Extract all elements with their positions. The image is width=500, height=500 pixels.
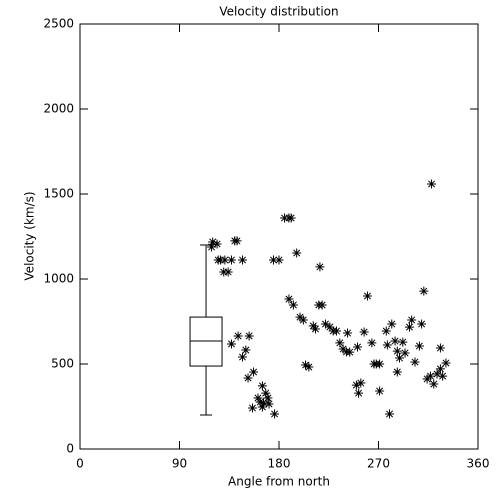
point bbox=[207, 242, 217, 252]
point bbox=[375, 359, 385, 369]
chart-title: Velocity distribution bbox=[219, 5, 338, 19]
point bbox=[345, 347, 355, 357]
y-tick-label: 2000 bbox=[43, 102, 74, 116]
point bbox=[414, 341, 424, 351]
point bbox=[263, 393, 273, 403]
point bbox=[390, 336, 400, 346]
point bbox=[255, 397, 265, 407]
point bbox=[392, 367, 402, 377]
point bbox=[212, 239, 222, 249]
point bbox=[395, 353, 405, 363]
point bbox=[419, 286, 429, 296]
point bbox=[298, 315, 308, 325]
point bbox=[382, 340, 392, 350]
point bbox=[270, 409, 280, 419]
point bbox=[220, 255, 230, 265]
point bbox=[292, 248, 302, 258]
point bbox=[427, 179, 437, 189]
point bbox=[238, 352, 248, 362]
point bbox=[325, 322, 335, 332]
point bbox=[392, 346, 402, 356]
point bbox=[359, 327, 369, 337]
point bbox=[241, 345, 251, 355]
point bbox=[286, 213, 296, 223]
point bbox=[253, 393, 263, 403]
point bbox=[375, 386, 385, 396]
point bbox=[238, 255, 248, 265]
y-tick-label: 1000 bbox=[43, 272, 74, 286]
point bbox=[404, 322, 414, 332]
point bbox=[261, 388, 271, 398]
point bbox=[315, 262, 325, 272]
point bbox=[244, 331, 254, 341]
point bbox=[438, 371, 448, 381]
y-tick-label: 0 bbox=[66, 442, 74, 456]
point bbox=[243, 373, 253, 383]
x-tick-label: 90 bbox=[172, 457, 187, 471]
point bbox=[257, 402, 267, 412]
point bbox=[425, 371, 435, 381]
point bbox=[304, 362, 314, 372]
point bbox=[208, 237, 218, 247]
point bbox=[352, 342, 362, 352]
point bbox=[259, 398, 269, 408]
point bbox=[435, 364, 445, 374]
point bbox=[301, 360, 311, 370]
point bbox=[362, 291, 372, 301]
point bbox=[407, 315, 417, 325]
point bbox=[387, 319, 397, 329]
point bbox=[247, 403, 257, 413]
y-tick-label: 1500 bbox=[43, 187, 74, 201]
x-tick-label: 180 bbox=[268, 457, 291, 471]
point bbox=[308, 321, 318, 331]
point bbox=[288, 300, 298, 310]
point bbox=[249, 367, 259, 377]
point bbox=[441, 358, 451, 368]
point bbox=[226, 255, 236, 265]
x-tick-label: 270 bbox=[367, 457, 390, 471]
point bbox=[381, 326, 391, 336]
point bbox=[274, 255, 284, 265]
point bbox=[233, 331, 243, 341]
point bbox=[226, 339, 236, 349]
point bbox=[354, 388, 364, 398]
x-axis-label: Angle from north bbox=[228, 475, 330, 489]
point bbox=[400, 348, 410, 358]
point bbox=[320, 319, 330, 329]
box bbox=[189, 316, 223, 367]
point bbox=[264, 399, 274, 409]
point bbox=[417, 319, 427, 329]
point bbox=[335, 338, 345, 348]
point bbox=[310, 324, 320, 334]
point bbox=[398, 337, 408, 347]
point bbox=[367, 338, 377, 348]
point bbox=[429, 379, 439, 389]
point bbox=[351, 380, 361, 390]
point bbox=[331, 326, 341, 336]
y-tick-label: 2500 bbox=[43, 17, 74, 31]
x-tick-label: 0 bbox=[76, 457, 84, 471]
point bbox=[410, 357, 420, 367]
point bbox=[257, 381, 267, 391]
point bbox=[343, 328, 353, 338]
x-tick-label: 360 bbox=[467, 457, 490, 471]
y-tick-label: 500 bbox=[51, 357, 74, 371]
point bbox=[232, 236, 242, 246]
point bbox=[432, 369, 442, 379]
point bbox=[268, 255, 278, 265]
point bbox=[385, 409, 395, 419]
point bbox=[213, 255, 223, 265]
point bbox=[284, 294, 294, 304]
point bbox=[223, 267, 233, 277]
y-axis-label: Velocity (km/s) bbox=[23, 191, 37, 280]
point bbox=[317, 300, 327, 310]
point bbox=[356, 378, 366, 388]
point bbox=[435, 343, 445, 353]
plot-frame bbox=[79, 23, 479, 450]
